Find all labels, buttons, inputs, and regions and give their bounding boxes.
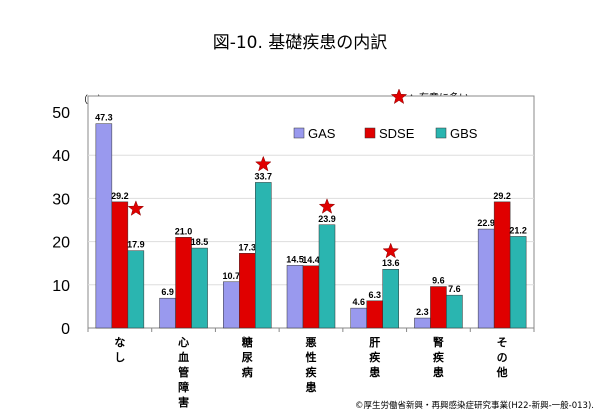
data-label: 14.4 (302, 255, 320, 265)
bar-gas (350, 307, 367, 329)
legend-label: GBS (450, 126, 478, 141)
significance-star-icon (255, 155, 272, 172)
category-label: 心血管障害 (178, 336, 189, 409)
category-label: 悪性疾患 (306, 336, 317, 394)
bar-gbs (127, 250, 145, 329)
data-label: 22.9 (477, 218, 495, 228)
legend-label: SDSE (379, 126, 415, 141)
bar-gas (95, 123, 113, 329)
bar-sdse (239, 253, 256, 329)
data-label: 6.3 (368, 290, 381, 300)
bar-sdse (111, 201, 129, 329)
chart-title: 図-10. 基礎疾患の内訳 (213, 33, 388, 53)
significance-star-icon (127, 200, 145, 216)
data-label: 29.2 (493, 191, 511, 201)
data-label: 21.2 (509, 225, 527, 235)
bar-gbs (318, 224, 336, 329)
legend-label: GAS (308, 126, 336, 141)
legend-swatch (364, 127, 376, 139)
data-label: 9.6 (432, 276, 445, 286)
category-label: その他 (496, 336, 508, 379)
data-label: 6.9 (161, 287, 174, 297)
data-label: 14.5 (286, 254, 304, 264)
bar-gas (477, 228, 495, 329)
y-tick-label: 10 (52, 278, 70, 295)
legend-star-icon (390, 88, 408, 105)
bar-gbs (509, 236, 527, 329)
bar-gbs (382, 268, 399, 329)
y-tick-label: 20 (52, 235, 70, 252)
data-label: 23.9 (318, 214, 336, 224)
data-label: 17.9 (127, 240, 145, 250)
bar-gbs (191, 247, 208, 329)
bar-sdse (175, 237, 192, 329)
data-label: 18.5 (191, 237, 209, 247)
data-label: 33.7 (255, 171, 273, 181)
bar-gas (223, 281, 240, 329)
significance-star-icon (318, 198, 336, 214)
data-label: 17.3 (239, 242, 257, 252)
y-tick-label: 0 (61, 321, 70, 338)
y-tick-label: 50 (52, 105, 70, 122)
category-label: 腎疾患 (433, 336, 444, 379)
bar-sdse (366, 300, 383, 329)
legend-swatch (435, 127, 447, 139)
data-label: 21.0 (175, 226, 193, 236)
data-label: 7.6 (448, 284, 461, 294)
bar-sdse (302, 265, 320, 329)
data-label: 29.2 (111, 191, 129, 201)
bar-gbs (255, 182, 272, 329)
bar-gas (414, 317, 431, 329)
significance-star-icon (382, 242, 399, 259)
data-label: 47.3 (95, 113, 113, 123)
data-label: 2.3 (416, 307, 429, 317)
category-label: 肝疾患 (369, 336, 380, 379)
bar-gas (159, 297, 176, 329)
category-label: 糖尿病 (242, 335, 253, 379)
category-label: なし (114, 336, 125, 364)
data-label: 13.6 (382, 258, 400, 268)
bar-sdse (430, 286, 447, 329)
data-label: 4.6 (352, 297, 365, 307)
y-tick-label: 30 (52, 191, 70, 208)
bar-sdse (493, 201, 511, 329)
data-label: 10.7 (223, 271, 241, 281)
y-tick-label: 40 (52, 148, 70, 165)
legend-swatch (293, 127, 305, 139)
bar-gbs (446, 294, 463, 329)
bar-gas (286, 265, 304, 329)
source-credit: ©厚生労働省新興・再興感染症研究事業(H22-新興-一般-013). (355, 400, 594, 411)
